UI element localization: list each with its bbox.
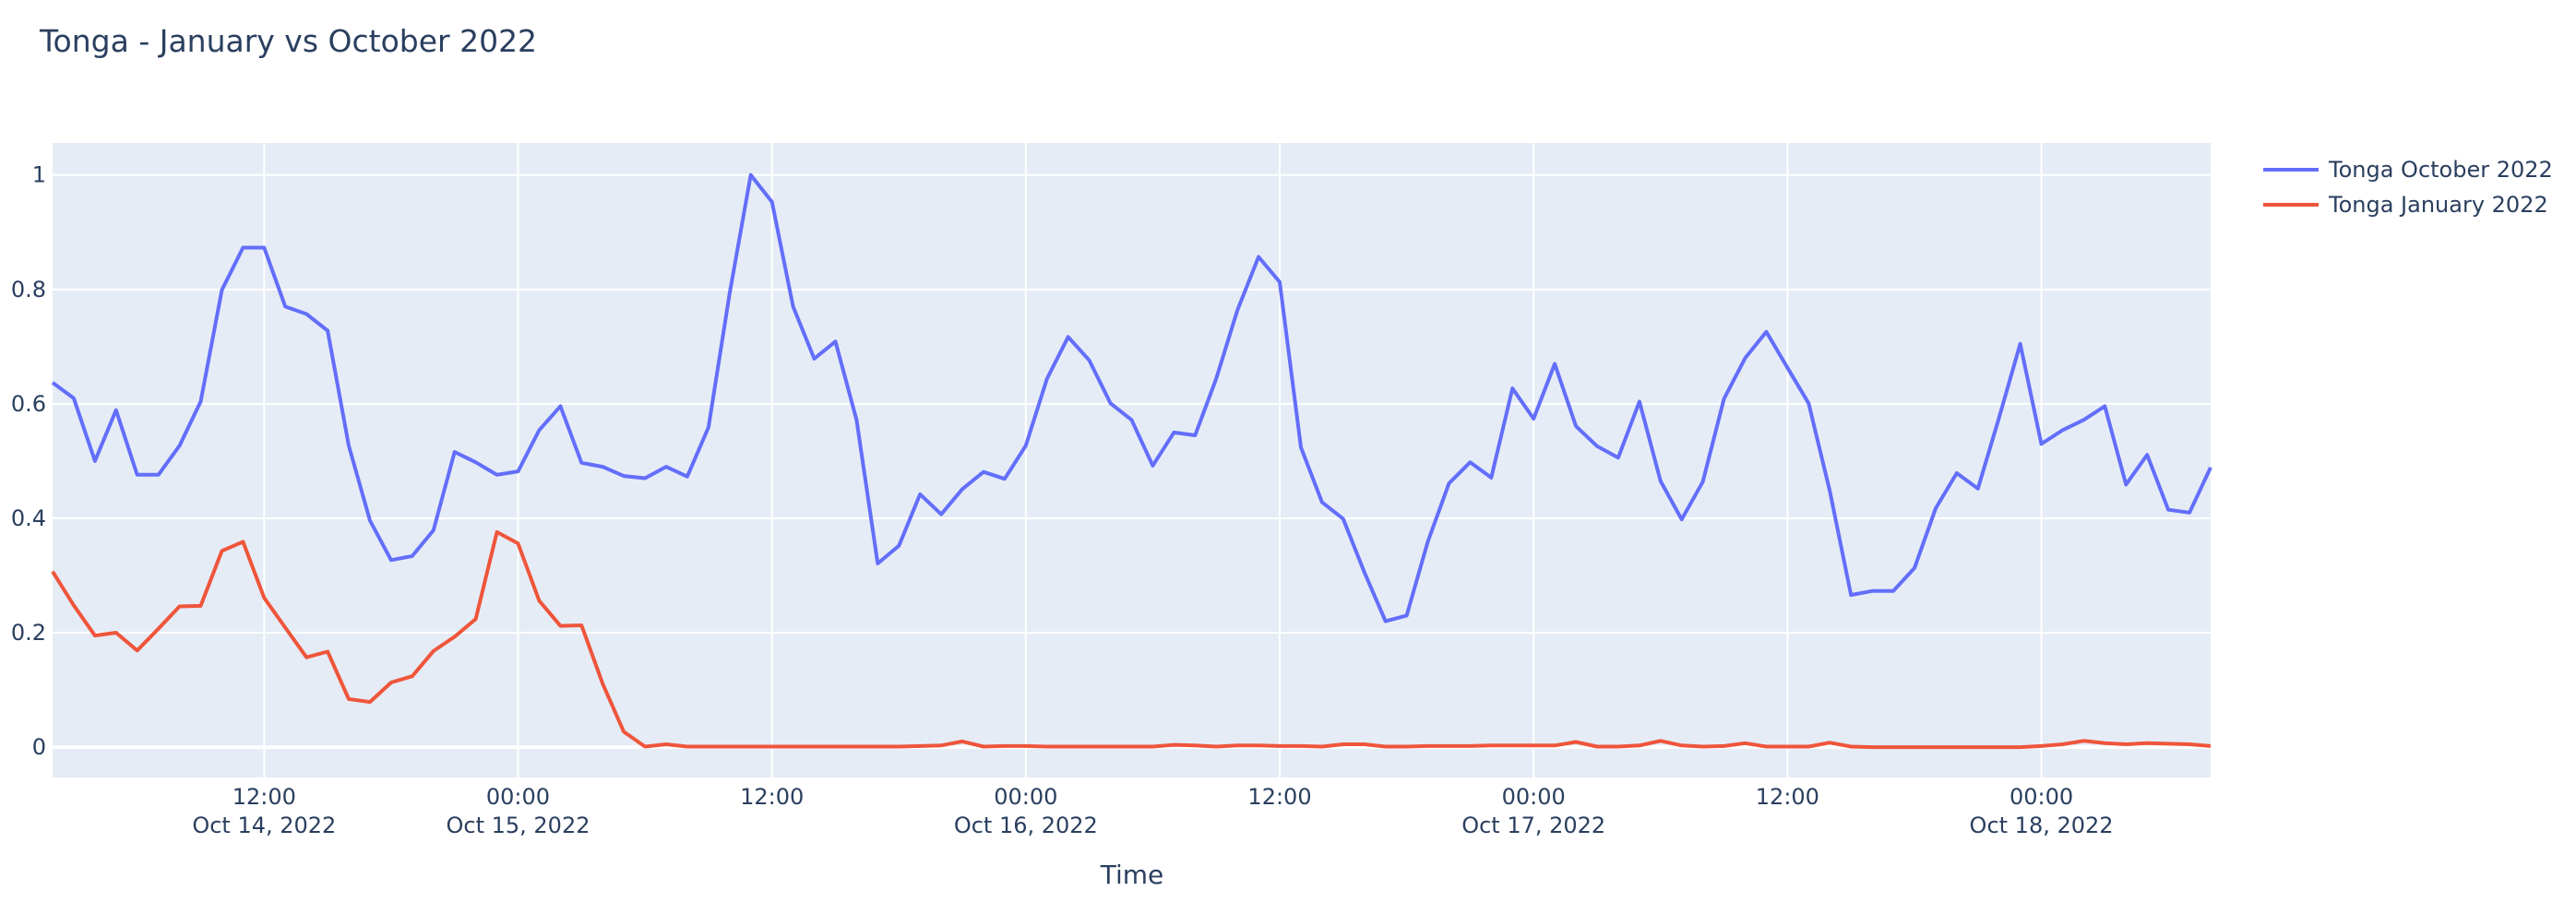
chart-title: Tonga - January vs October 2022 bbox=[39, 23, 537, 59]
x-tick-label: 00:00 bbox=[486, 784, 550, 810]
series-line-1[interactable] bbox=[51, 529, 2212, 750]
x-axis-title: Time bbox=[1100, 860, 1164, 890]
gridlines bbox=[53, 143, 2211, 777]
x-tick-date-label: Oct 15, 2022 bbox=[446, 813, 590, 838]
x-tick-label: 12:00 bbox=[233, 784, 296, 810]
x-tick-label: 12:00 bbox=[740, 784, 804, 810]
x-tick-date-label: Oct 17, 2022 bbox=[1461, 813, 1605, 838]
y-tick-label: 0.2 bbox=[11, 620, 46, 646]
legend-label: Tonga October 2022 bbox=[2328, 157, 2553, 183]
x-tick-date-label: Oct 18, 2022 bbox=[1970, 813, 2114, 838]
x-tick-date-label: Oct 16, 2022 bbox=[954, 813, 1098, 838]
legend-item-0[interactable]: Tonga October 2022 bbox=[2263, 157, 2553, 183]
x-tick-label: 00:00 bbox=[1502, 784, 1566, 810]
x-tick-label: 12:00 bbox=[1756, 784, 1819, 810]
x-tick-label: 00:00 bbox=[2010, 784, 2073, 810]
y-tick-label: 0.4 bbox=[11, 505, 46, 531]
y-tick-label: 1 bbox=[32, 162, 46, 188]
legend-label: Tonga January 2022 bbox=[2328, 192, 2548, 218]
x-tick-date-label: Oct 14, 2022 bbox=[192, 813, 336, 838]
legend: Tonga October 2022 Tonga January 2022 bbox=[2263, 157, 2553, 218]
x-tick-label: 12:00 bbox=[1247, 784, 1311, 810]
y-tick-label: 0 bbox=[32, 734, 46, 760]
y-tick-label: 0.8 bbox=[11, 277, 46, 303]
series-line-0[interactable] bbox=[51, 172, 2212, 623]
y-axis-ticks: 0 0.2 0.4 0.6 0.8 1 bbox=[11, 162, 46, 760]
legend-item-1[interactable]: Tonga January 2022 bbox=[2263, 192, 2548, 218]
x-tick-label: 00:00 bbox=[994, 784, 1057, 810]
plot-area[interactable] bbox=[53, 143, 2211, 777]
y-tick-label: 0.6 bbox=[11, 391, 46, 417]
series-lines bbox=[51, 172, 2212, 750]
x-axis-ticks: 12:00 Oct 14, 2022 00:00 Oct 15, 2022 12:00 0… bbox=[192, 784, 2113, 838]
